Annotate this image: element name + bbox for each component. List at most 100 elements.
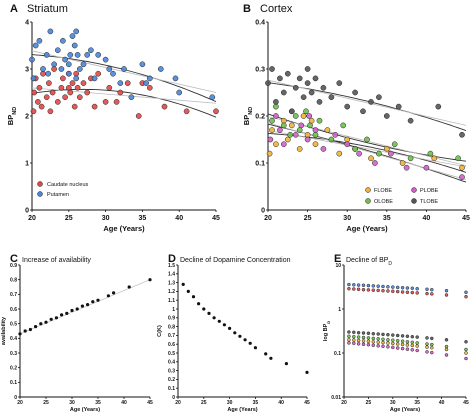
x-tick-label: 25 <box>366 400 372 406</box>
data-point <box>54 47 61 54</box>
data-point <box>400 290 405 294</box>
data-point <box>91 75 98 82</box>
data-point <box>371 284 376 288</box>
data-point <box>146 84 153 91</box>
panel-letter: C <box>10 253 18 265</box>
data-point <box>381 340 385 345</box>
data-point <box>395 289 400 294</box>
x-tick-label: 30 <box>390 400 396 406</box>
data-point <box>51 61 57 68</box>
x-tick-label: 40 <box>439 400 445 406</box>
data-point <box>371 343 376 348</box>
data-point <box>296 146 303 152</box>
data-point <box>361 287 366 292</box>
data-point <box>233 331 237 335</box>
x-tick-label: 45 <box>304 400 310 406</box>
data-point <box>23 329 27 333</box>
data-point <box>328 136 335 143</box>
data-point <box>207 311 211 315</box>
data-point <box>307 122 313 129</box>
legend-marker <box>37 191 43 197</box>
data-point <box>47 28 54 35</box>
data-point <box>71 42 78 49</box>
data-point <box>287 131 294 138</box>
data-point <box>143 80 149 86</box>
data-point <box>368 155 374 162</box>
data-point <box>376 340 380 344</box>
data-point <box>464 347 468 352</box>
data-point <box>381 332 385 337</box>
data-point <box>459 164 465 171</box>
data-point <box>45 70 52 77</box>
data-point <box>197 302 201 306</box>
data-point <box>356 338 361 343</box>
x-tick-label: 35 <box>95 400 101 406</box>
data-point <box>65 84 72 91</box>
data-point <box>172 75 179 82</box>
data-point <box>361 283 366 288</box>
y-tick-label: 0 <box>25 208 29 215</box>
data-point <box>444 344 449 349</box>
data-point <box>265 80 271 86</box>
data-point <box>102 99 109 105</box>
y-tick-label: 0.6 <box>10 307 17 313</box>
data-point <box>65 61 72 68</box>
data-point <box>320 84 327 91</box>
x-tick-label: 40 <box>278 400 284 406</box>
data-point <box>425 287 429 292</box>
data-point <box>383 146 390 152</box>
data-point <box>386 345 390 349</box>
panel-c-availability: C Increase of availability 20 25 30 35 40 45 0 0.… <box>1 253 153 413</box>
y-tick-label: 1.1 <box>168 298 175 304</box>
data-point <box>217 319 221 323</box>
data-point <box>127 285 131 289</box>
data-point <box>347 330 351 334</box>
y-tick-label: 0.2 <box>255 114 265 121</box>
legend-marker <box>365 187 371 193</box>
data-point <box>356 330 361 335</box>
data-point <box>269 66 275 72</box>
data-point <box>51 66 57 72</box>
data-point <box>410 348 415 352</box>
data-point <box>347 282 351 287</box>
x-tick-label: 40 <box>121 400 127 406</box>
data-point <box>391 285 395 289</box>
data-point <box>444 347 449 352</box>
data-point <box>361 342 366 347</box>
data-point <box>67 52 74 58</box>
data-point <box>395 285 400 290</box>
chart-title: Decline of BPD <box>346 257 392 267</box>
data-point <box>43 52 50 58</box>
data-point <box>415 291 419 295</box>
data-point <box>361 335 366 340</box>
data-point <box>405 340 410 344</box>
data-point <box>423 164 430 171</box>
legend-label: Putamen <box>47 192 69 198</box>
data-point <box>352 89 358 96</box>
data-point <box>344 136 351 143</box>
data-point <box>157 66 164 72</box>
data-point <box>49 317 53 321</box>
data-point <box>395 338 400 343</box>
x-axis-label: Age (Years) <box>390 407 420 413</box>
panel-letter: B <box>243 3 251 15</box>
data-point <box>38 103 45 110</box>
data-point <box>76 94 83 101</box>
data-point <box>269 356 273 360</box>
panel-letter: D <box>168 253 176 265</box>
data-point <box>464 356 468 361</box>
data-point <box>364 136 370 143</box>
data-point <box>284 70 291 77</box>
data-point <box>344 103 351 110</box>
data-point <box>73 28 80 35</box>
linear-trend-line <box>31 87 217 104</box>
x-axis-label: Age (Years) <box>103 224 145 233</box>
data-point <box>39 322 43 326</box>
y-tick-label: 4 <box>25 20 29 27</box>
data-point <box>73 70 80 77</box>
y-tick-label: 0.6 <box>168 342 175 348</box>
data-point <box>18 332 22 336</box>
y-tick-label: 10 <box>335 263 341 269</box>
data-point <box>316 117 323 124</box>
data-point <box>332 131 339 138</box>
